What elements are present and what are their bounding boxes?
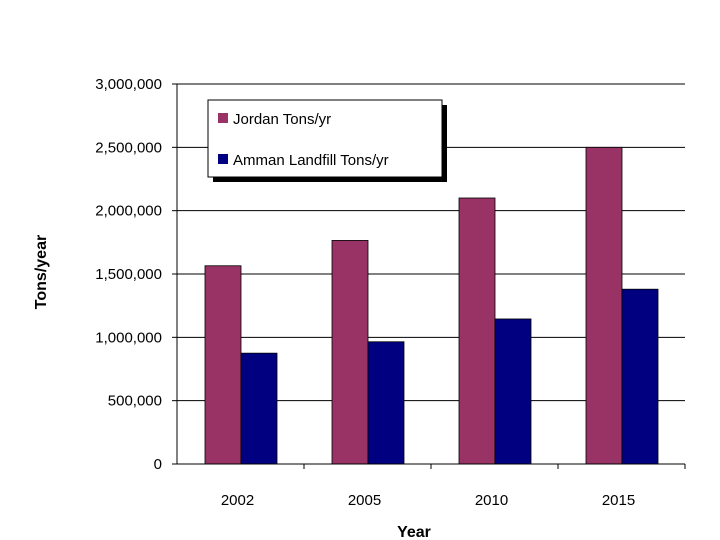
y-tick-label: 0 [154, 456, 162, 473]
bars [204, 146, 659, 465]
y-tick-label: 2,000,000 [95, 203, 162, 220]
bar-amman-2010 [494, 318, 532, 465]
y-tick-label: 1,500,000 [95, 266, 162, 283]
bar-amman-2015 [621, 288, 659, 465]
bar-amman-2002 [240, 352, 278, 465]
y-tick-label: 2,500,000 [95, 139, 162, 156]
y-axis-title: Tons/year [33, 235, 50, 309]
bar-jordan-2015 [585, 146, 623, 465]
x-tick-labels: 2002 2005 2010 2015 [221, 492, 635, 509]
y-tick-labels: 0 500,000 1,000,000 1,500,000 2,000,000 2,500… [95, 76, 162, 473]
y-tick-label: 1,000,000 [95, 329, 162, 346]
legend-swatch-amman [218, 154, 228, 164]
x-axis-title: Year [397, 524, 431, 540]
legend: Jordan Tons/yr Amman Landfill Tons/yr [207, 99, 447, 182]
bar-amman-2005 [367, 341, 405, 465]
legend-label-jordan: Jordan Tons/yr [233, 111, 331, 128]
axes [172, 83, 686, 469]
x-tick-label: 2002 [221, 492, 254, 509]
y-tick-label: 3,000,000 [95, 76, 162, 93]
x-tick-label: 2005 [348, 492, 381, 509]
x-tick-label: 2010 [475, 492, 508, 509]
legend-label-amman: Amman Landfill Tons/yr [233, 152, 389, 169]
legend-swatch-jordan [218, 113, 228, 123]
x-tick-label: 2015 [602, 492, 635, 509]
bar-jordan-2005 [331, 240, 369, 465]
bar-jordan-2002 [204, 265, 242, 465]
y-tick-label: 500,000 [108, 393, 162, 410]
bar-jordan-2010 [458, 197, 496, 465]
legend-box [207, 99, 443, 178]
